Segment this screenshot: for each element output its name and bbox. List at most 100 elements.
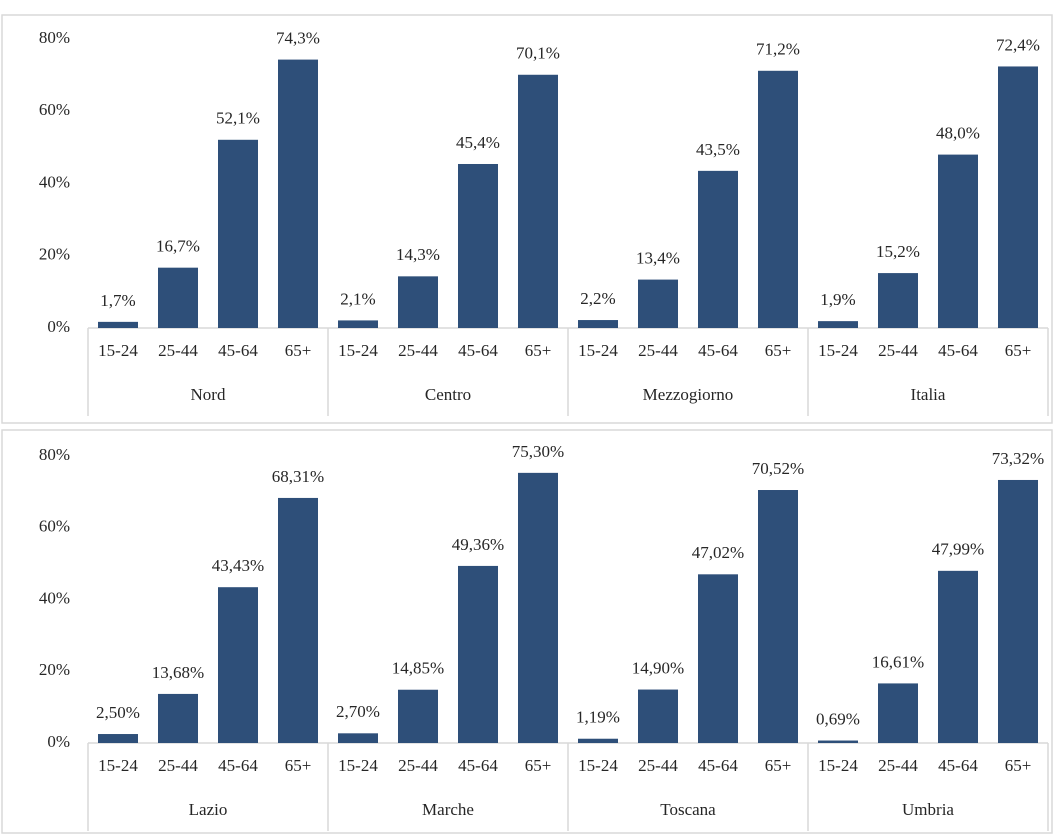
x-tick-label: 25-44 [398, 341, 438, 360]
x-tick-label: 15-24 [578, 756, 618, 775]
x-tick-label: 65+ [525, 341, 552, 360]
value-label: 2,1% [340, 289, 375, 308]
value-label: 14,90% [632, 658, 684, 677]
value-label: 2,70% [336, 702, 380, 721]
bar [158, 267, 198, 328]
bar [218, 139, 258, 328]
x-tick-label: 15-24 [818, 341, 858, 360]
x-tick-label: 15-24 [338, 756, 378, 775]
group-label: Toscana [660, 800, 716, 819]
group-label: Umbria [902, 800, 954, 819]
chart-frame [1, 14, 1053, 424]
y-tick-label: 80% [39, 445, 70, 464]
y-tick-label: 40% [39, 172, 70, 191]
x-tick-label: 25-44 [638, 756, 678, 775]
y-tick-label: 60% [39, 100, 70, 119]
x-tick-label: 25-44 [638, 341, 678, 360]
bar [578, 320, 618, 328]
value-label: 43,43% [212, 556, 264, 575]
value-label: 16,7% [156, 237, 200, 256]
x-tick-label: 65+ [1005, 341, 1032, 360]
y-tick-label: 0% [47, 732, 70, 751]
x-tick-label: 45-64 [938, 756, 978, 775]
bar [398, 689, 438, 743]
value-label: 52,1% [216, 109, 260, 128]
chart-frame [1, 429, 1053, 834]
value-label: 15,2% [876, 242, 920, 261]
bar [638, 279, 678, 328]
x-tick-label: 65+ [765, 756, 792, 775]
value-label: 68,31% [272, 467, 324, 486]
bar [278, 59, 318, 329]
x-tick-label: 45-64 [698, 341, 738, 360]
bar [518, 74, 558, 328]
y-tick-label: 80% [39, 28, 70, 47]
bar [98, 321, 138, 328]
x-tick-label: 25-44 [878, 341, 918, 360]
bar [878, 273, 918, 328]
value-label: 14,85% [392, 659, 444, 678]
bar [998, 479, 1038, 743]
value-label: 75,30% [512, 442, 564, 461]
y-tick-label: 60% [39, 517, 70, 536]
value-label: 47,02% [692, 543, 744, 562]
value-label: 48,0% [936, 124, 980, 143]
bar [698, 574, 738, 743]
group-label: Marche [422, 800, 474, 819]
x-tick-label: 65+ [525, 756, 552, 775]
bar [218, 587, 258, 743]
bar [698, 170, 738, 328]
group-label: Lazio [189, 800, 228, 819]
value-label: 71,2% [756, 40, 800, 59]
value-label: 47,99% [932, 540, 984, 559]
bar [938, 570, 978, 743]
value-label: 73,32% [992, 449, 1044, 468]
x-tick-label: 65+ [1005, 756, 1032, 775]
value-label: 14,3% [396, 245, 440, 264]
bar [158, 693, 198, 743]
x-tick-label: 45-64 [938, 341, 978, 360]
group-label: Mezzogiorno [643, 385, 734, 404]
group-label: Nord [191, 385, 226, 404]
value-label: 49,36% [452, 535, 504, 554]
x-tick-label: 15-24 [98, 756, 138, 775]
x-tick-label: 15-24 [98, 341, 138, 360]
x-tick-label: 25-44 [158, 341, 198, 360]
y-tick-label: 20% [39, 245, 70, 264]
bar [458, 163, 498, 328]
x-tick-label: 25-44 [158, 756, 198, 775]
bar [938, 154, 978, 328]
y-tick-label: 20% [39, 660, 70, 679]
bar [458, 565, 498, 743]
x-tick-label: 45-64 [218, 341, 258, 360]
bar [398, 276, 438, 328]
x-tick-label: 15-24 [818, 756, 858, 775]
x-tick-label: 65+ [285, 756, 312, 775]
y-tick-label: 40% [39, 588, 70, 607]
bar [998, 66, 1038, 328]
value-label: 13,68% [152, 663, 204, 682]
x-tick-label: 45-64 [698, 756, 738, 775]
value-label: 2,2% [580, 289, 615, 308]
value-label: 0,69% [816, 709, 860, 728]
bar [638, 689, 678, 743]
value-label: 43,5% [696, 140, 740, 159]
value-label: 72,4% [996, 35, 1040, 54]
x-tick-label: 45-64 [218, 756, 258, 775]
y-tick-label: 0% [47, 317, 70, 336]
x-tick-label: 45-64 [458, 341, 498, 360]
value-label: 16,61% [872, 652, 924, 671]
bar [818, 740, 858, 743]
bar [818, 321, 858, 328]
x-tick-label: 65+ [765, 341, 792, 360]
bar [338, 320, 378, 328]
group-label: Italia [911, 385, 946, 404]
value-label: 1,9% [820, 290, 855, 309]
x-tick-label: 15-24 [578, 341, 618, 360]
group-label: Centro [425, 385, 471, 404]
x-tick-label: 25-44 [878, 756, 918, 775]
x-tick-label: 45-64 [458, 756, 498, 775]
x-tick-label: 25-44 [398, 756, 438, 775]
bar [338, 733, 378, 743]
